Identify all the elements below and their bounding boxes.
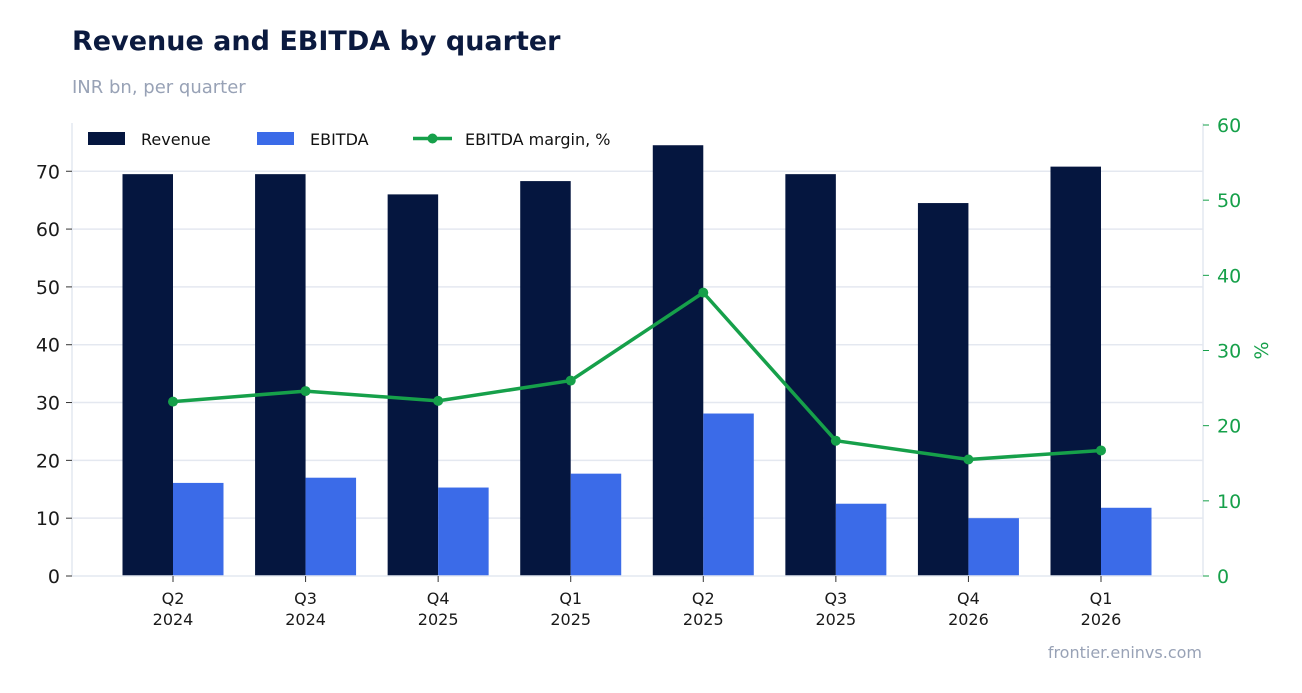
- left-tick-label: 70: [36, 161, 60, 183]
- left-tick-label: 50: [36, 277, 60, 299]
- x-tick-label-year: 2025: [550, 610, 591, 629]
- legend-label-revenue: Revenue: [141, 130, 211, 149]
- x-tick-label-year: 2025: [683, 610, 724, 629]
- ebitda-bar: [835, 503, 887, 576]
- margin-point: [963, 454, 974, 465]
- revenue-bar: [917, 203, 969, 577]
- left-tick-label: 20: [36, 450, 60, 472]
- right-tick-label: 30: [1217, 341, 1241, 363]
- legend-label-margin: EBITDA margin, %: [465, 130, 610, 149]
- x-tick-label-quarter: Q3: [294, 589, 317, 608]
- x-tick-label-year: 2025: [418, 610, 459, 629]
- left-tick-label: 10: [36, 508, 60, 530]
- grid-lines: [72, 170, 1203, 519]
- x-tick-label-year: 2026: [1081, 610, 1122, 629]
- revenue-bar: [122, 174, 173, 576]
- right-tick-label: 40: [1217, 265, 1241, 287]
- chart-subtitle: INR bn, per quarter: [72, 77, 246, 98]
- margin-point: [830, 435, 841, 446]
- legend-swatch-ebitda: [257, 132, 294, 145]
- left-tick-label: 0: [48, 566, 60, 588]
- margin-point: [565, 375, 576, 386]
- margin-point: [433, 395, 444, 406]
- revenue-bar: [387, 194, 439, 576]
- ebitda-bar: [305, 477, 357, 576]
- ebitda-bar: [570, 473, 622, 576]
- ebitda-bar: [438, 487, 489, 576]
- margin-point: [168, 396, 178, 407]
- margin-point: [300, 386, 311, 397]
- legend: Revenue EBITDA EBITDA margin, %: [88, 130, 610, 149]
- revenue-bar: [785, 174, 836, 576]
- right-tick-label: 60: [1217, 115, 1241, 137]
- x-tick-label-year: 2025: [815, 610, 856, 629]
- margin-point: [698, 287, 709, 298]
- ebitda-bar: [173, 482, 224, 576]
- left-tick-label: 30: [36, 393, 60, 415]
- ebitda-bar: [968, 518, 1019, 576]
- x-tick-label-quarter: Q4: [957, 589, 980, 608]
- x-tick-label-year: 2024: [153, 610, 194, 629]
- revenue-bar: [255, 174, 306, 576]
- margin-line: [168, 287, 1106, 465]
- margin-point: [1096, 445, 1106, 456]
- bars: [122, 145, 1152, 577]
- left-tick-label: 60: [36, 219, 60, 241]
- revenue-bar: [1050, 166, 1101, 576]
- x-tick-label-quarter: Q3: [824, 589, 847, 608]
- right-axis-label: %: [1251, 341, 1273, 359]
- x-tick-label-quarter: Q2: [162, 589, 185, 608]
- x-tick-label-quarter: Q2: [692, 589, 715, 608]
- right-tick-label: 0: [1217, 566, 1229, 588]
- revenue-bar: [520, 181, 571, 577]
- legend-swatch-revenue: [88, 132, 125, 145]
- ebitda-bar: [1101, 507, 1152, 576]
- legend-label-ebitda: EBITDA: [310, 130, 369, 149]
- right-tick-label: 10: [1217, 491, 1241, 513]
- revenue-bar: [652, 145, 704, 576]
- right-tick-label: 20: [1217, 416, 1241, 438]
- x-tick-label-quarter: Q1: [559, 589, 582, 608]
- x-tick-label-quarter: Q1: [1090, 589, 1113, 608]
- right-tick-label: 50: [1217, 190, 1241, 212]
- left-tick-label: 40: [36, 335, 60, 357]
- margin-line-path: [172, 290, 1102, 462]
- x-tick-label-quarter: Q4: [427, 589, 450, 608]
- chart-title: Revenue and EBITDA by quarter: [72, 26, 561, 57]
- x-tick-label-year: 2026: [948, 610, 989, 629]
- source-credit: frontier.eninvs.com: [1047, 643, 1202, 662]
- ebitda-bar: [703, 413, 754, 576]
- x-tick-label-year: 2024: [285, 610, 326, 629]
- axes: 0 10 20 30 40 50 60 70 0 10 20 30 40 50 60% Q2 2024 Q3 202…: [36, 115, 1273, 629]
- legend-marker-margin: [427, 133, 438, 144]
